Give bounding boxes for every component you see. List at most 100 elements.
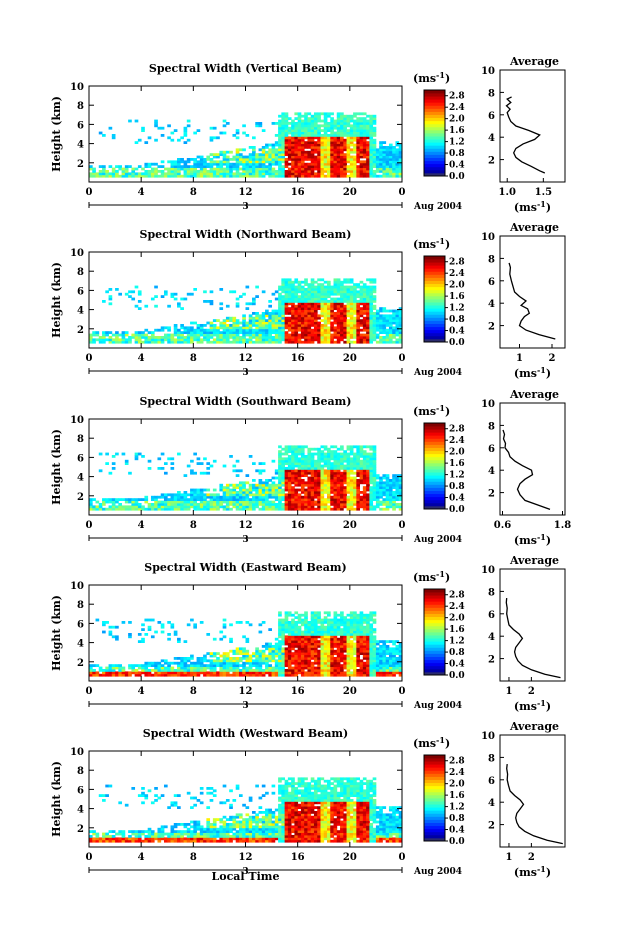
- heatmap-cell: [346, 114, 351, 118]
- heatmap-cell: [366, 314, 370, 318]
- heatmap-cell: [392, 479, 396, 482]
- heatmap-cell: [294, 630, 299, 634]
- heatmap-cell: [356, 136, 361, 140]
- heatmap-cell: [353, 319, 357, 322]
- heatmap-cell: [297, 316, 302, 320]
- heatmap-cell: [281, 633, 286, 636]
- heatmap-cell: [163, 493, 168, 497]
- heatmap-cell: [323, 134, 328, 137]
- heatmap-cell: [375, 153, 380, 156]
- heatmap-cell: [278, 141, 282, 144]
- heatmap-cell: [310, 117, 315, 120]
- heatmap-cell: [356, 170, 361, 173]
- heatmap-cell: [278, 292, 282, 296]
- heatmap-cell: [150, 495, 155, 499]
- heatmap-cell: [245, 500, 250, 504]
- heatmap-cell: [177, 328, 181, 332]
- heatmap-cell: [265, 172, 269, 176]
- heatmap-cell: [258, 170, 263, 173]
- heatmap-cell: [375, 476, 380, 480]
- heatmap-cell: [330, 476, 334, 480]
- heatmap-cell: [190, 671, 194, 675]
- heatmap-cell: [382, 316, 387, 320]
- colorbar-swatch: [424, 311, 445, 315]
- heatmap-cell: [343, 285, 347, 289]
- heatmap-cell: [307, 471, 312, 475]
- heatmap-cell: [95, 338, 100, 342]
- heatmap-cell: [232, 498, 237, 501]
- heatmap-cell: [131, 505, 136, 509]
- heatmap-cell: [398, 333, 403, 337]
- heatmap-cell: [219, 671, 224, 675]
- heatmap-cell: [320, 174, 325, 178]
- heatmap-cell: [118, 507, 122, 511]
- heatmap-cell: [340, 158, 344, 161]
- heatmap-cell: [317, 336, 321, 339]
- heatmap-cell: [330, 117, 334, 120]
- heatmap-cell: [225, 324, 230, 327]
- heatmap-cell: [317, 292, 321, 296]
- heatmap-cell: [245, 167, 250, 171]
- heatmap-cell: [199, 664, 204, 667]
- heatmap-cell: [225, 498, 230, 501]
- heatmap-cell: [196, 174, 201, 178]
- heatmap-cell: [392, 162, 396, 166]
- heatmap-cell: [294, 459, 299, 463]
- heatmap-cell: [336, 141, 341, 144]
- heatmap-cell: [369, 285, 374, 289]
- heatmap-cell: [102, 507, 106, 511]
- heatmap-cell: [366, 124, 370, 128]
- colorbar-tick-label: 2.4: [449, 436, 465, 446]
- heatmap-cell: [235, 505, 240, 509]
- heatmap-cell: [242, 160, 246, 164]
- heatmap-cell: [278, 307, 282, 310]
- heatmap-cell: [392, 316, 396, 320]
- heatmap-cell: [173, 170, 178, 173]
- heatmap-cell: [317, 114, 321, 118]
- heatmap-cell: [167, 661, 171, 665]
- heatmap-cell: [219, 331, 224, 334]
- heatmap-cell: [180, 160, 184, 164]
- heatmap-cell: [372, 155, 377, 159]
- heatmap-cell: [274, 158, 279, 161]
- heatmap-cell: [203, 493, 207, 497]
- heatmap-cell: [294, 462, 299, 465]
- heatmap-cell: [307, 495, 312, 499]
- heatmap-cell: [287, 623, 292, 627]
- heatmap-cell: [98, 503, 103, 506]
- heatmap-cell: [216, 155, 220, 159]
- heatmap-cell: [372, 457, 377, 461]
- heatmap-cell: [284, 124, 289, 128]
- heatmap-cell: [388, 488, 393, 492]
- heatmap-cell: [271, 150, 276, 154]
- heatmap-cell: [177, 160, 181, 164]
- heatmap-cell: [336, 321, 341, 325]
- heatmap-cell: [395, 503, 400, 506]
- colorbar-swatch: [424, 499, 445, 504]
- heatmap-cell: [128, 621, 132, 624]
- heatmap-cell: [278, 304, 282, 308]
- heatmap-cell: [304, 649, 308, 653]
- heatmap-cell: [287, 285, 292, 289]
- heatmap-cell: [144, 340, 149, 344]
- heatmap-cell: [356, 307, 361, 310]
- heatmap-cell: [336, 297, 341, 301]
- heatmap-cell: [206, 328, 211, 332]
- heatmap-cell: [310, 114, 315, 118]
- heatmap-cell: [336, 285, 341, 289]
- heatmap-cell: [98, 669, 103, 672]
- heatmap-cell: [313, 331, 318, 334]
- heatmap-cell: [102, 498, 106, 501]
- heatmap-cell: [336, 319, 341, 322]
- heatmap-cell: [291, 628, 295, 631]
- profile-y-tick-label: 4: [488, 466, 495, 477]
- heatmap-cell: [395, 498, 400, 501]
- heatmap-cell: [225, 659, 230, 663]
- heatmap-cell: [186, 160, 191, 164]
- heatmap-cell: [291, 314, 295, 318]
- heatmap-cell: [216, 319, 220, 322]
- heatmap-cell: [284, 507, 289, 511]
- heatmap-cell: [398, 165, 403, 168]
- heatmap-cell: [395, 324, 400, 327]
- heatmap-cell: [330, 174, 334, 178]
